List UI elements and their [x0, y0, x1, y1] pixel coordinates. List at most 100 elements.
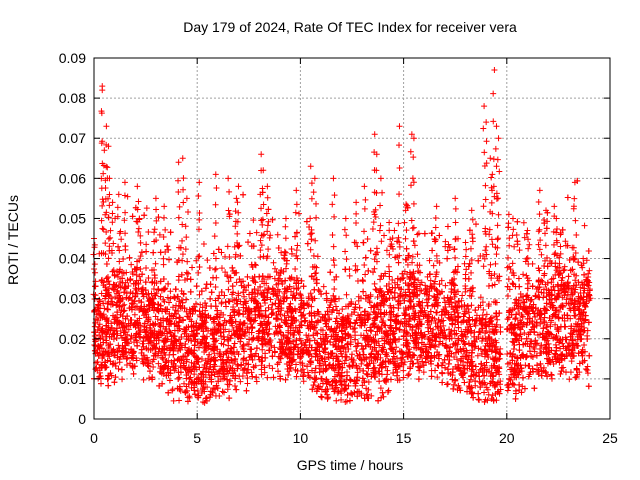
- data-point: [348, 300, 355, 307]
- data-point: [202, 347, 209, 354]
- data-point: [286, 275, 293, 282]
- data-point: [380, 358, 387, 365]
- data-point: [469, 316, 476, 323]
- data-point: [568, 358, 575, 365]
- data-point: [415, 230, 422, 237]
- data-point: [305, 332, 312, 339]
- data-point: [393, 344, 400, 351]
- data-point: [471, 321, 478, 328]
- data-point: [458, 328, 465, 335]
- data-point: [450, 385, 457, 392]
- data-point: [288, 288, 295, 295]
- data-point: [109, 298, 116, 305]
- data-point: [202, 285, 209, 292]
- data-point: [391, 279, 398, 286]
- data-point: [392, 324, 399, 331]
- data-point: [305, 372, 312, 379]
- data-point: [338, 381, 345, 388]
- data-point: [372, 374, 379, 381]
- data-point: [442, 282, 449, 289]
- data-point: [368, 328, 375, 335]
- data-point: [521, 329, 528, 336]
- data-point: [218, 300, 225, 307]
- data-point: [268, 306, 275, 313]
- data-point: [266, 234, 273, 241]
- data-point: [221, 389, 228, 396]
- data-point: [250, 217, 257, 224]
- data-point: [444, 380, 451, 387]
- data-point: [426, 257, 433, 264]
- data-point: [584, 336, 591, 343]
- data-point: [366, 299, 373, 306]
- data-point: [261, 369, 268, 376]
- data-point: [316, 288, 323, 295]
- data-point: [183, 308, 190, 315]
- data-point: [234, 300, 241, 307]
- data-point: [441, 295, 448, 302]
- data-point: [483, 243, 490, 250]
- data-point: [421, 230, 428, 237]
- data-point: [451, 331, 458, 338]
- data-point: [562, 369, 569, 376]
- data-point: [455, 324, 462, 331]
- data-point: [255, 287, 262, 294]
- data-point: [146, 368, 153, 375]
- data-point: [128, 261, 135, 268]
- data-point: [550, 361, 557, 368]
- data-point: [572, 286, 579, 293]
- data-point: [204, 384, 211, 391]
- data-point: [519, 374, 526, 381]
- data-point: [536, 226, 543, 233]
- data-point: [164, 294, 171, 301]
- data-point: [480, 263, 487, 270]
- data-point: [372, 309, 379, 316]
- data-point: [486, 329, 493, 336]
- data-point: [569, 336, 576, 343]
- data-point: [414, 231, 421, 238]
- data-point: [253, 345, 260, 352]
- data-point: [342, 349, 349, 356]
- data-point: [120, 256, 127, 263]
- data-point: [383, 247, 390, 254]
- data-point: [188, 359, 195, 366]
- data-point: [520, 219, 527, 226]
- data-point: [312, 376, 319, 383]
- data-point: [415, 277, 422, 284]
- data-point: [581, 341, 588, 348]
- data-point: [237, 298, 244, 305]
- data-point: [472, 363, 479, 370]
- data-point: [447, 295, 454, 302]
- data-point: [212, 392, 219, 399]
- data-point: [271, 265, 278, 272]
- data-point: [435, 341, 442, 348]
- data-point: [541, 216, 548, 223]
- data-point: [514, 238, 521, 245]
- data-point: [259, 346, 266, 353]
- data-point: [219, 388, 226, 395]
- data-point: [250, 364, 257, 371]
- data-point: [143, 205, 150, 212]
- data-point: [474, 352, 481, 359]
- data-point: [377, 354, 384, 361]
- data-point: [241, 293, 248, 300]
- data-point: [494, 316, 501, 323]
- data-point: [205, 342, 212, 349]
- data-point: [352, 343, 359, 350]
- data-point: [258, 366, 265, 373]
- data-point: [225, 286, 232, 293]
- data-point: [333, 397, 340, 404]
- data-point: [143, 241, 150, 248]
- data-point: [504, 350, 511, 357]
- data-point: [220, 341, 227, 348]
- data-point: [557, 345, 564, 352]
- data-point: [193, 283, 200, 290]
- data-point: [264, 331, 271, 338]
- data-point: [518, 368, 525, 375]
- data-point: [359, 382, 366, 389]
- data-point: [475, 390, 482, 397]
- data-point: [113, 302, 120, 309]
- data-point: [216, 292, 223, 299]
- data-point: [327, 269, 334, 276]
- data-point: [104, 376, 111, 383]
- data-point: [561, 266, 568, 273]
